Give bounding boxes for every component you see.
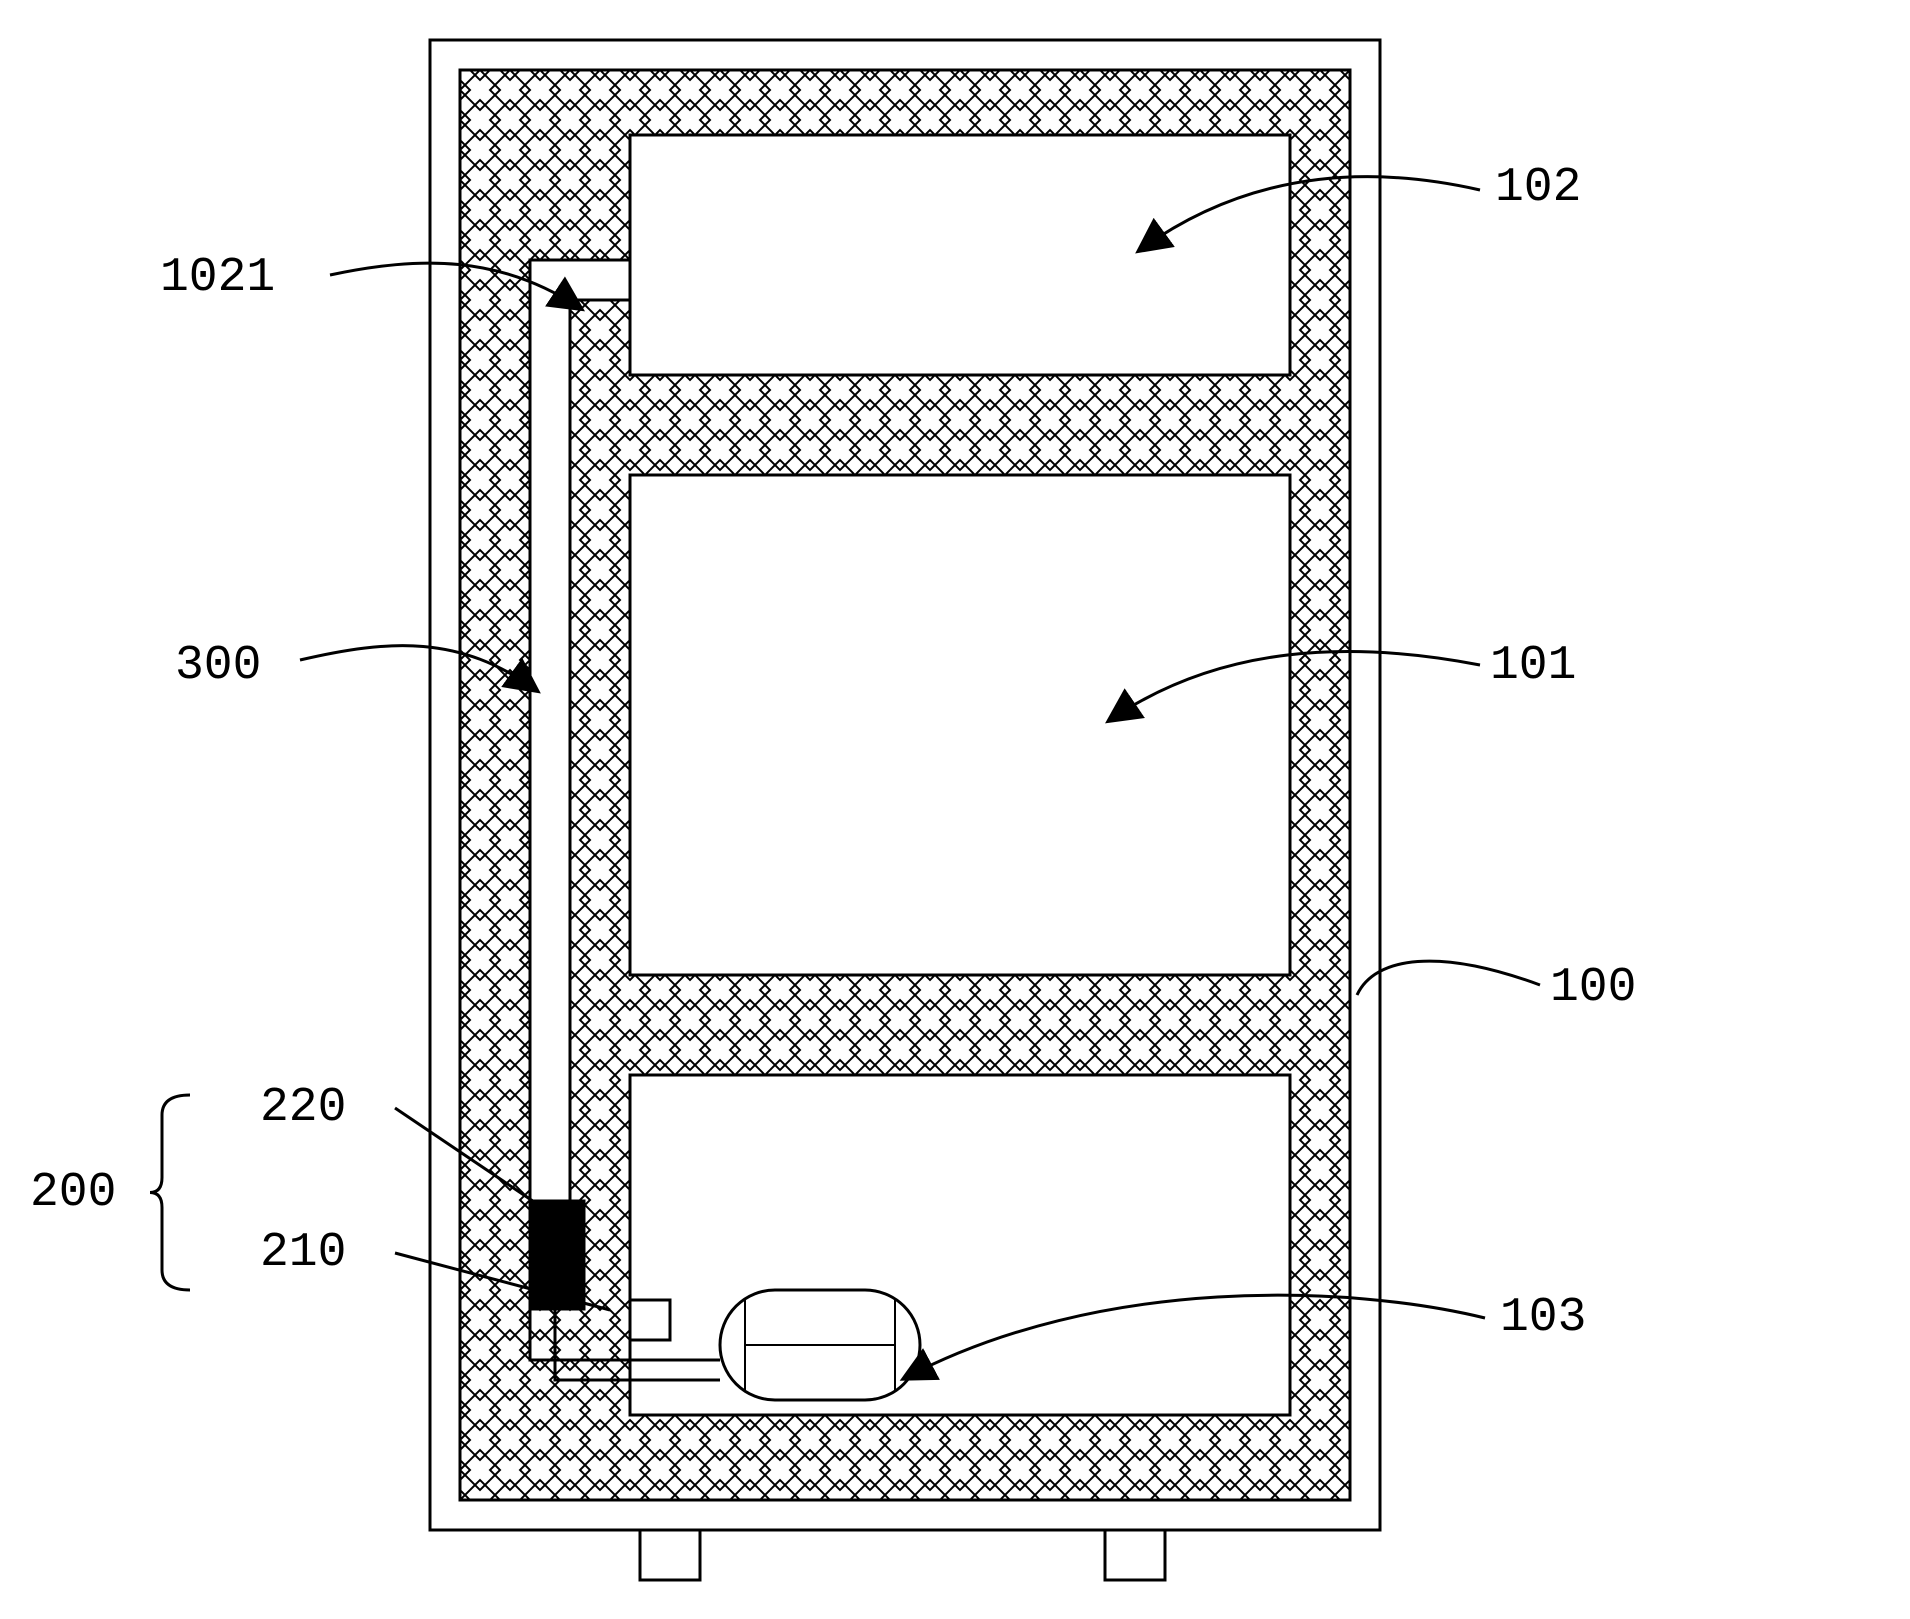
- stub: [630, 1300, 670, 1340]
- foot-1: [1105, 1530, 1165, 1580]
- label-210: 210: [260, 1226, 346, 1280]
- mid-cavity: [630, 475, 1290, 975]
- foot-0: [640, 1530, 700, 1580]
- label-100: 100: [1550, 961, 1636, 1015]
- leader-l_100: [1357, 961, 1540, 995]
- label-103: 103: [1500, 1291, 1586, 1345]
- label-300: 300: [175, 639, 261, 693]
- label-220: 220: [260, 1081, 346, 1135]
- label-1021: 1021: [160, 251, 275, 305]
- label-200: 200: [30, 1166, 116, 1220]
- brace-200: [150, 1095, 190, 1290]
- label-102: 102: [1495, 161, 1581, 215]
- label-101: 101: [1490, 639, 1576, 693]
- upper-cavity: [630, 135, 1290, 375]
